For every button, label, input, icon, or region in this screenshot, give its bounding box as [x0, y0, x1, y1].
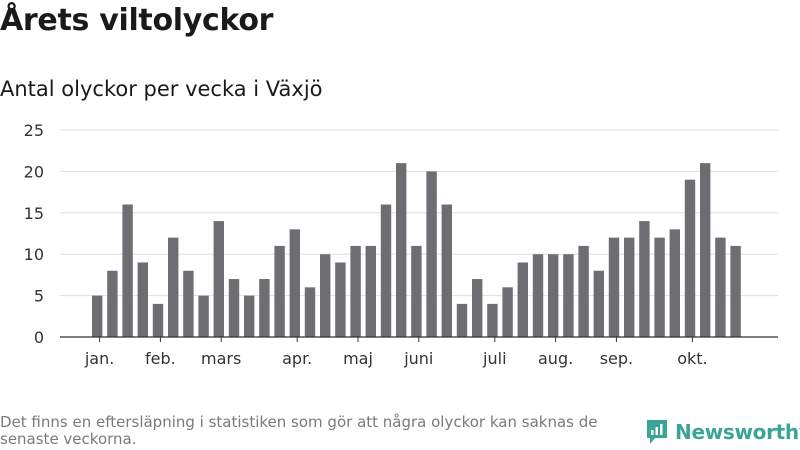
bar: [654, 237, 665, 337]
chart-title: Årets viltolyckor: [0, 3, 274, 38]
x-tick-label: okt.: [677, 349, 707, 368]
x-tick-label: mars: [201, 349, 241, 368]
bar: [335, 262, 346, 337]
bar: [730, 245, 741, 337]
chart-subtitle: Antal olyckor per vecka i Växjö: [0, 77, 323, 101]
bar: [593, 270, 604, 337]
bar: [426, 171, 437, 337]
bar: [107, 270, 118, 337]
bar: [304, 287, 316, 337]
bar: [320, 254, 331, 337]
bar: [137, 262, 148, 337]
bar: [411, 245, 422, 337]
bar: [198, 295, 209, 337]
x-tick-label: jan.: [84, 349, 114, 368]
y-tick-label: 20: [24, 162, 44, 181]
brand-name: Newsworthy: [675, 420, 800, 444]
bar: [517, 262, 528, 337]
bar: [563, 254, 574, 337]
bar: [365, 245, 376, 337]
footnote: Det finns en eftersläpning i statistiken…: [0, 413, 598, 448]
bar: [122, 204, 133, 337]
x-tick-label: feb.: [145, 349, 176, 368]
bar: [548, 254, 559, 337]
x-tick-label: sep.: [600, 349, 633, 368]
bar: [456, 303, 468, 337]
bar: [669, 229, 680, 337]
x-tick-label: juli: [482, 349, 506, 368]
bar: [624, 237, 635, 337]
bar: [715, 237, 726, 337]
y-tick-label: 5: [34, 287, 44, 306]
bar: [487, 303, 498, 337]
y-tick-label: 10: [24, 245, 44, 264]
bar: [532, 254, 544, 337]
bar: [213, 221, 224, 337]
x-tick-label: maj: [343, 349, 373, 368]
bar: [684, 179, 696, 337]
bar: [289, 229, 300, 337]
bar: [639, 221, 650, 337]
bar: [244, 295, 255, 337]
bar: [350, 245, 361, 337]
bar: [274, 245, 285, 337]
bar: [380, 204, 392, 337]
y-tick-label: 15: [24, 204, 44, 223]
bar: [92, 295, 103, 337]
x-tick-label: juni: [403, 349, 433, 368]
bar: [396, 163, 407, 337]
bar: [259, 279, 270, 337]
bar: [228, 279, 240, 337]
bar: [578, 245, 589, 337]
bar-chart: 0 5 10 15 20 25 jan. feb. mars apr. maj juni juli aug…: [24, 121, 778, 368]
bar: [152, 303, 164, 337]
bar: [472, 279, 483, 337]
bar: [502, 287, 513, 337]
bar: [608, 237, 620, 337]
brand-logo: Newsworthy: [645, 418, 800, 446]
y-tick-label: 25: [24, 121, 44, 140]
x-tick-label: apr.: [282, 349, 312, 368]
y-tick-label: 0: [34, 328, 44, 347]
bar: [183, 270, 194, 337]
newsworthy-logo-icon: [647, 420, 667, 444]
bar: [700, 163, 711, 337]
x-tick-label: aug.: [538, 349, 573, 368]
bar: [168, 237, 179, 337]
bar: [441, 204, 452, 337]
